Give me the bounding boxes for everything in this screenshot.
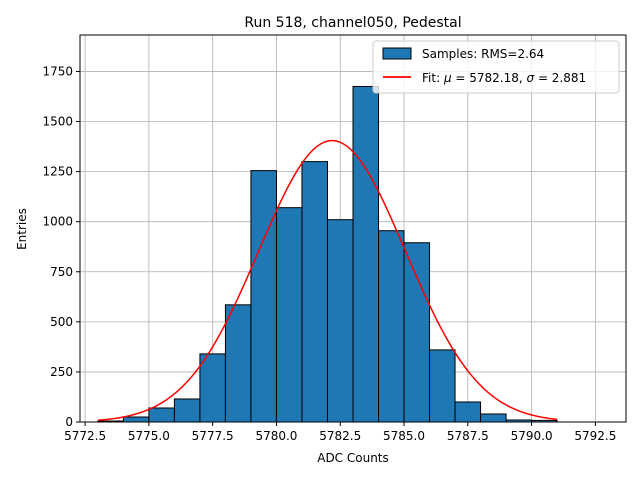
y-tick-label-2: 500 [50, 315, 73, 329]
histogram-bar-2 [148, 407, 175, 423]
histogram-bar-14 [454, 401, 482, 423]
histogram-bar-9 [326, 219, 354, 423]
histogram-bar-1 [122, 416, 150, 423]
x-tick-label-3: 5780.0 [255, 429, 297, 443]
x-tick-label-8: 5792.5 [574, 429, 616, 443]
x-axis-ticks: 5772.5 5775.0 5777.5 5780.0 5782.5 5785.0 5787… [64, 422, 616, 443]
chart-title: Run 518, channel050, Pedestal [244, 15, 461, 31]
x-tick-label-7: 5790.0 [511, 429, 553, 443]
y-tick-label-6: 1500 [42, 115, 73, 129]
legend-fit-label: Fit: μ = 5782.18, σ = 2.881 [422, 71, 586, 85]
y-tick-label-4: 1000 [42, 215, 73, 229]
x-tick-label-5: 5785.0 [383, 429, 425, 443]
legend-samples-label: Samples: RMS=2.64 [422, 47, 544, 61]
histogram-bars [97, 85, 558, 423]
x-tick-label-1: 5775.0 [128, 429, 170, 443]
legend-samples-swatch [382, 47, 412, 60]
x-tick-label-6: 5787.5 [447, 429, 489, 443]
legend-box [372, 40, 620, 94]
fit-curve [97, 139, 558, 421]
histogram-bar-12 [403, 242, 431, 423]
x-axis-label: ADC Counts [317, 451, 389, 465]
legend: Samples: RMS=2.64 Fit: μ = 5782.18, σ = … [372, 40, 620, 94]
histogram-bar-3 [173, 398, 201, 423]
y-tick-label-5: 1250 [42, 165, 73, 179]
y-axis-label: Entries [15, 208, 29, 250]
histogram-bar-8 [301, 161, 328, 423]
y-axis-ticks: 0 250 500 750 1000 1250 1500 1750 [42, 64, 80, 429]
y-tick-label-3: 750 [50, 265, 73, 279]
histogram-bar-10 [352, 85, 380, 423]
histogram-bar-4 [199, 353, 226, 423]
histogram-bar-11 [378, 230, 405, 423]
y-tick-label-7: 1750 [42, 64, 73, 78]
histogram-bar-5 [224, 304, 252, 423]
x-tick-label-0: 5772.5 [64, 429, 106, 443]
histogram-bar-7 [275, 207, 303, 423]
histogram-bar-13 [429, 349, 456, 423]
x-tick-label-2: 5777.5 [192, 429, 234, 443]
y-tick-label-1: 250 [50, 365, 73, 379]
histogram-bar-6 [250, 170, 277, 423]
y-tick-label-0: 0 [65, 415, 73, 429]
histogram-bar-15 [480, 413, 507, 423]
x-tick-label-4: 5782.5 [319, 429, 361, 443]
axes-frame [79, 34, 627, 423]
